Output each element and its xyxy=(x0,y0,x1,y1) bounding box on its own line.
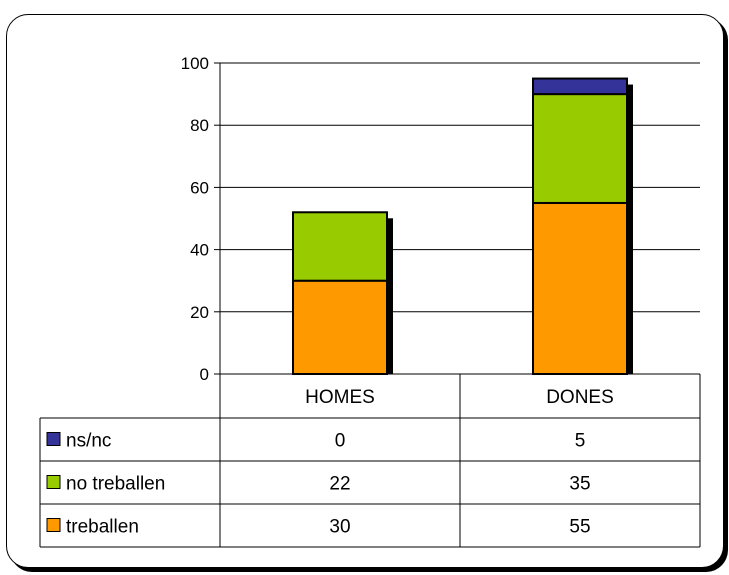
y-tick-label: 80 xyxy=(190,116,209,135)
data-label: 0 xyxy=(335,431,346,452)
bar-segment xyxy=(292,211,388,282)
y-tick-label: 60 xyxy=(190,178,209,197)
y-tick-label: 0 xyxy=(200,365,209,384)
data-label: 30 xyxy=(329,517,350,538)
bar-segment xyxy=(532,201,628,375)
y-tick-label: 20 xyxy=(190,303,209,322)
data-label: 5 xyxy=(575,431,586,452)
legend-label: ns/nc xyxy=(66,431,111,452)
legend-key xyxy=(46,475,61,489)
legend-key xyxy=(46,432,61,446)
x-tick-label: HOMES xyxy=(305,387,375,408)
bar-segment xyxy=(532,93,628,204)
legend-key xyxy=(46,518,61,532)
data-label: 22 xyxy=(329,474,350,495)
data-label: 55 xyxy=(569,517,590,538)
bar-segment xyxy=(292,279,388,376)
x-tick-label: DONES xyxy=(546,387,614,408)
y-tick-label: 100 xyxy=(181,54,209,73)
legend-label: treballen xyxy=(66,517,139,538)
bar-segment xyxy=(532,77,628,96)
data-label: 35 xyxy=(569,474,590,495)
y-tick-label: 40 xyxy=(190,241,209,260)
legend-label: no treballen xyxy=(66,474,165,495)
